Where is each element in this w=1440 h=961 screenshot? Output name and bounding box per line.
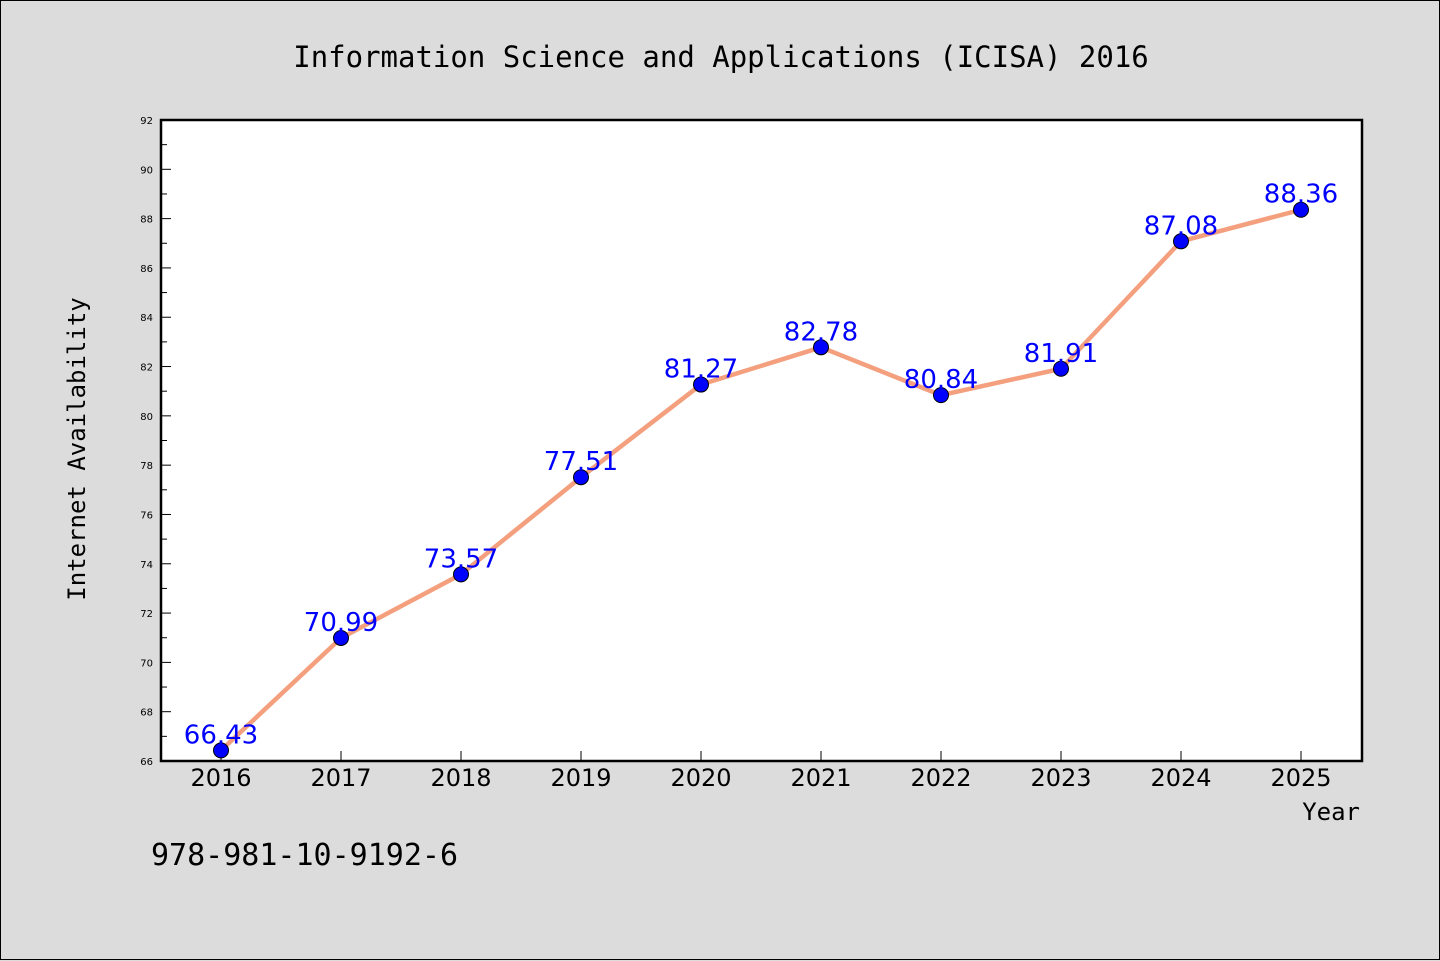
data-point bbox=[693, 376, 709, 393]
y-tick-label: 86 bbox=[140, 264, 153, 275]
y-tick-label: 72 bbox=[140, 609, 153, 620]
y-tick-label: 90 bbox=[140, 165, 153, 176]
data-label: 81.27 bbox=[664, 355, 738, 385]
data-label: 80.84 bbox=[904, 365, 978, 395]
y-tick-label: 70 bbox=[140, 658, 153, 669]
data-labels: 66.43 70.99 73.57 77.51 81.27 82.78 80.84 81.91… bbox=[184, 180, 1338, 751]
data-label: 87.08 bbox=[1144, 211, 1218, 241]
plot-area bbox=[159, 118, 1364, 763]
x-tick-label: 2020 bbox=[670, 764, 731, 792]
y-tick-label: 78 bbox=[140, 461, 153, 472]
data-label: 88.36 bbox=[1264, 180, 1338, 210]
y-tick-label: 80 bbox=[140, 412, 153, 423]
y-tick-label: 76 bbox=[140, 510, 153, 521]
y-tick-label: 84 bbox=[140, 313, 153, 324]
chart-title: Information Science and Applications (IC… bbox=[293, 40, 1149, 74]
series-internet-availability bbox=[213, 201, 1309, 759]
y-axis-title: Internet Availability bbox=[63, 297, 91, 600]
data-point bbox=[813, 339, 829, 356]
data-point bbox=[333, 629, 349, 646]
x-tick-label: 2022 bbox=[910, 764, 971, 792]
x-tick-label: 2025 bbox=[1270, 764, 1331, 792]
x-tick-label: 2018 bbox=[430, 764, 491, 792]
x-axis-title: Year bbox=[1302, 798, 1360, 826]
data-point bbox=[213, 742, 229, 759]
y-tick-label: 68 bbox=[140, 708, 153, 719]
data-label: 77.51 bbox=[544, 447, 618, 477]
data-point bbox=[1053, 360, 1069, 377]
y-tick-label: 82 bbox=[140, 363, 153, 374]
data-label: 70.99 bbox=[304, 608, 378, 638]
data-label: 73.57 bbox=[424, 544, 498, 574]
data-label: 81.91 bbox=[1024, 339, 1098, 369]
data-label: 82.78 bbox=[784, 317, 858, 347]
isbn-caption: 978-981-10-9192-6 bbox=[151, 838, 458, 873]
y-axis: 66 68 70 72 74 76 78 80 82 84 86 88 90 92 bbox=[140, 116, 171, 768]
data-point bbox=[1173, 233, 1189, 250]
x-tick-label: 2023 bbox=[1030, 764, 1091, 792]
y-tick-label: 66 bbox=[140, 757, 153, 768]
y-tick-label: 74 bbox=[140, 560, 153, 571]
x-tick-label: 2019 bbox=[550, 764, 611, 792]
x-tick-label: 2021 bbox=[790, 764, 851, 792]
y-tick-label: 88 bbox=[140, 215, 153, 226]
data-point bbox=[933, 387, 949, 404]
data-point bbox=[573, 469, 589, 486]
data-point bbox=[1293, 201, 1309, 218]
series-line bbox=[218, 207, 1304, 753]
y-tick-label: 92 bbox=[140, 116, 153, 127]
x-tick-label: 2017 bbox=[310, 764, 371, 792]
x-axis: 2016 2017 2018 2019 2020 2021 2022 2023 2024 2025 bbox=[190, 751, 1332, 792]
data-label: 66.43 bbox=[184, 720, 258, 750]
x-tick-label: 2024 bbox=[1150, 764, 1211, 792]
data-point bbox=[453, 566, 469, 583]
x-tick-label: 2016 bbox=[190, 764, 251, 792]
